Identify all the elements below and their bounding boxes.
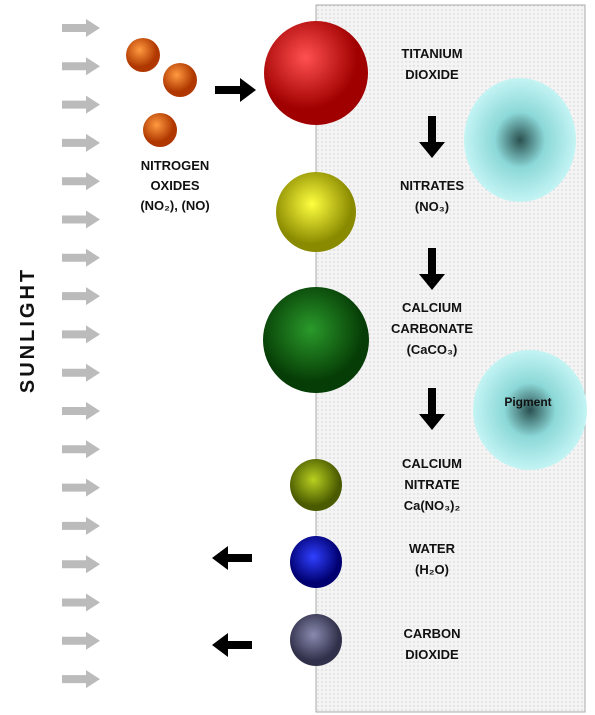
sunlight-arrow [62, 211, 100, 229]
node-label: CARBON [403, 626, 460, 641]
node-label: WATER [409, 541, 456, 556]
sunlight-arrow [62, 19, 100, 37]
sphere [290, 459, 342, 511]
node-label: TITANIUM [401, 46, 462, 61]
nox-label: OXIDES [150, 178, 199, 193]
sunlight-arrow [62, 249, 100, 267]
arrow-left [212, 633, 252, 657]
nox-particle [163, 63, 197, 97]
node-label: DIOXIDE [405, 67, 459, 82]
node-label: CALCIUM [402, 456, 462, 471]
sunlight-arrow [62, 364, 100, 382]
node-label: (CaCO₃) [407, 342, 458, 357]
sphere [264, 21, 368, 125]
node-label: NITRATE [404, 477, 460, 492]
sunlight-arrow [62, 670, 100, 688]
sunlight-arrow [62, 479, 100, 497]
sunlight-arrow [62, 517, 100, 535]
sunlight-arrow [62, 172, 100, 190]
pigment-blob [473, 350, 587, 470]
diagram: SUNLIGHT NITROGEN OXIDES (NO₂), (NO) Pig… [0, 0, 595, 715]
pigment-blob [464, 78, 576, 202]
sunlight-arrow [62, 594, 100, 612]
sunlight-label: SUNLIGHT [17, 267, 39, 393]
pigment-label: Pigment [504, 395, 551, 409]
sunlight-arrow [62, 325, 100, 343]
nox-label: NITROGEN [141, 158, 210, 173]
sunlight-arrow [62, 555, 100, 573]
node-label: CARBONATE [391, 321, 473, 336]
node-label: (H₂O) [415, 562, 449, 577]
nox-label: (NO₂), (NO) [140, 198, 209, 213]
sunlight-arrow [62, 632, 100, 650]
sphere [290, 536, 342, 588]
arrow-right [215, 78, 256, 102]
sphere [263, 287, 369, 393]
sphere [290, 614, 342, 666]
node-label: DIOXIDE [405, 647, 459, 662]
node-label: Ca(NO₃)₂ [404, 498, 461, 513]
sunlight-arrow [62, 287, 100, 305]
sunlight-arrow [62, 440, 100, 458]
sunlight-arrow [62, 57, 100, 75]
nox-particle [143, 113, 177, 147]
sunlight-arrow [62, 134, 100, 152]
sunlight-arrow [62, 96, 100, 114]
nox-particle [126, 38, 160, 72]
sunlight-arrow [62, 402, 100, 420]
node-label: NITRATES [400, 178, 464, 193]
sphere [276, 172, 356, 252]
node-label: (NO₃) [415, 199, 449, 214]
node-label: CALCIUM [402, 300, 462, 315]
sunlight-arrows [62, 19, 100, 688]
arrow-left [212, 546, 252, 570]
